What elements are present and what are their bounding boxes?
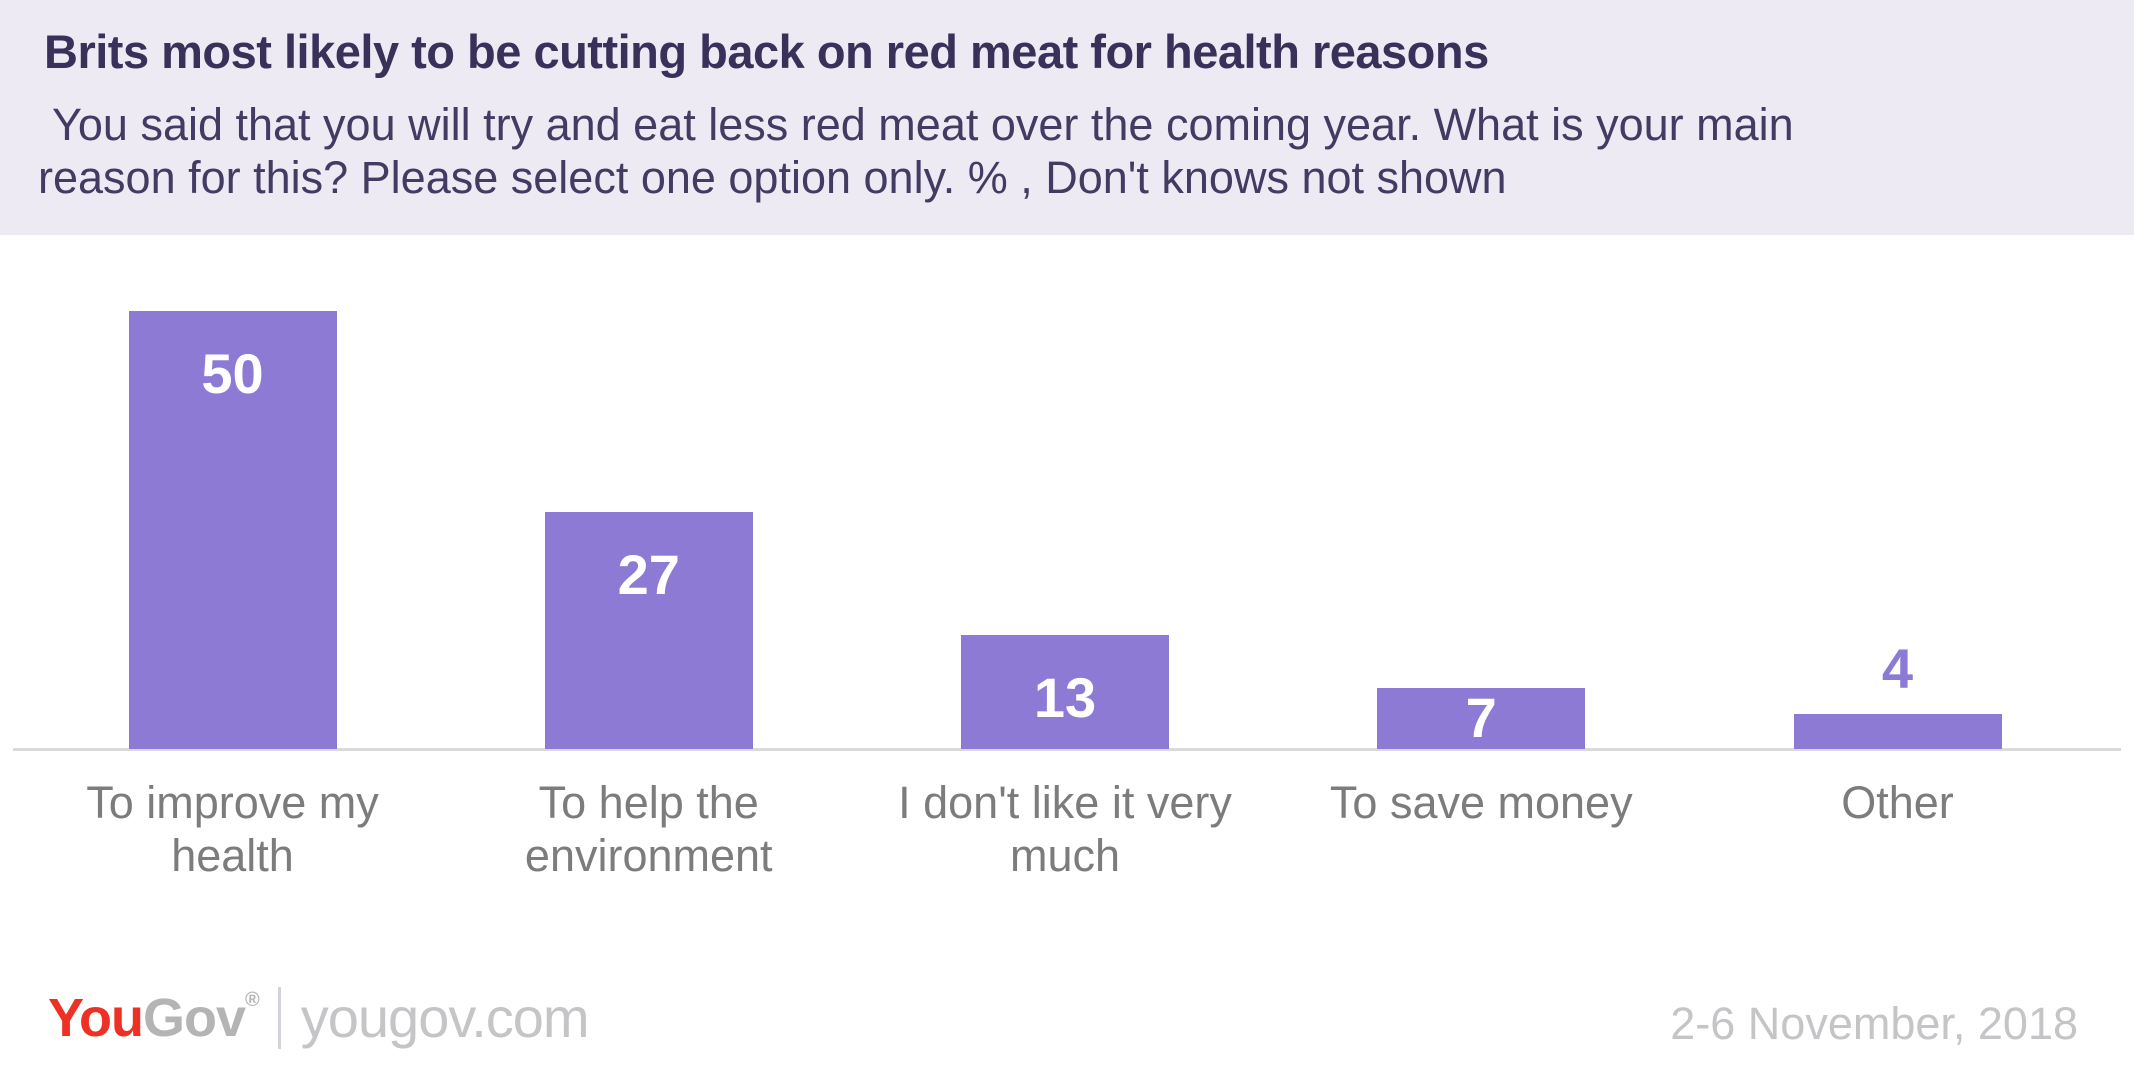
yougov-logo: YouGov® bbox=[48, 987, 260, 1049]
bar-value-label: 13 bbox=[1033, 666, 1097, 729]
header: Brits most likely to be cutting back on … bbox=[0, 0, 2134, 235]
registered-mark-icon: ® bbox=[245, 988, 260, 1011]
footer-site-url: yougov.com bbox=[300, 986, 590, 1049]
bar: 50 bbox=[128, 311, 337, 749]
footer: YouGov® yougov.com bbox=[48, 985, 590, 1050]
bar-value-label: 50 bbox=[201, 342, 264, 405]
chart-subtitle-line-1: You said that you will try and eat less … bbox=[52, 99, 1794, 150]
logo-gov-text: Gov bbox=[142, 987, 246, 1048]
category-label: Other bbox=[1841, 777, 1954, 828]
bar-value-label: 4 bbox=[1881, 637, 1914, 700]
bar: 4 bbox=[1793, 637, 2002, 749]
category-label: To help the environment bbox=[524, 777, 773, 881]
x-axis-line bbox=[13, 748, 2121, 751]
bar: 13 bbox=[961, 635, 1169, 749]
chart-subtitle-line-2: reason for this? Please select one optio… bbox=[38, 152, 1507, 203]
bar: 7 bbox=[1377, 685, 1586, 749]
bar-value-label: 27 bbox=[617, 543, 680, 606]
footer-divider bbox=[277, 986, 281, 1049]
category-label: I don't like it very much bbox=[898, 777, 1232, 881]
chart-subtitle: You said that you will try and eat less … bbox=[38, 98, 2094, 204]
chart-title: Brits most likely to be cutting back on … bbox=[44, 25, 1489, 78]
category-label: To improve my health bbox=[86, 777, 379, 881]
logo-you-text: You bbox=[48, 987, 144, 1048]
fieldwork-date: 2-6 November, 2018 bbox=[1670, 998, 2078, 1049]
category-label: To save money bbox=[1329, 777, 1633, 828]
bar-value-label: 7 bbox=[1465, 685, 1497, 749]
bar: 27 bbox=[544, 512, 753, 749]
